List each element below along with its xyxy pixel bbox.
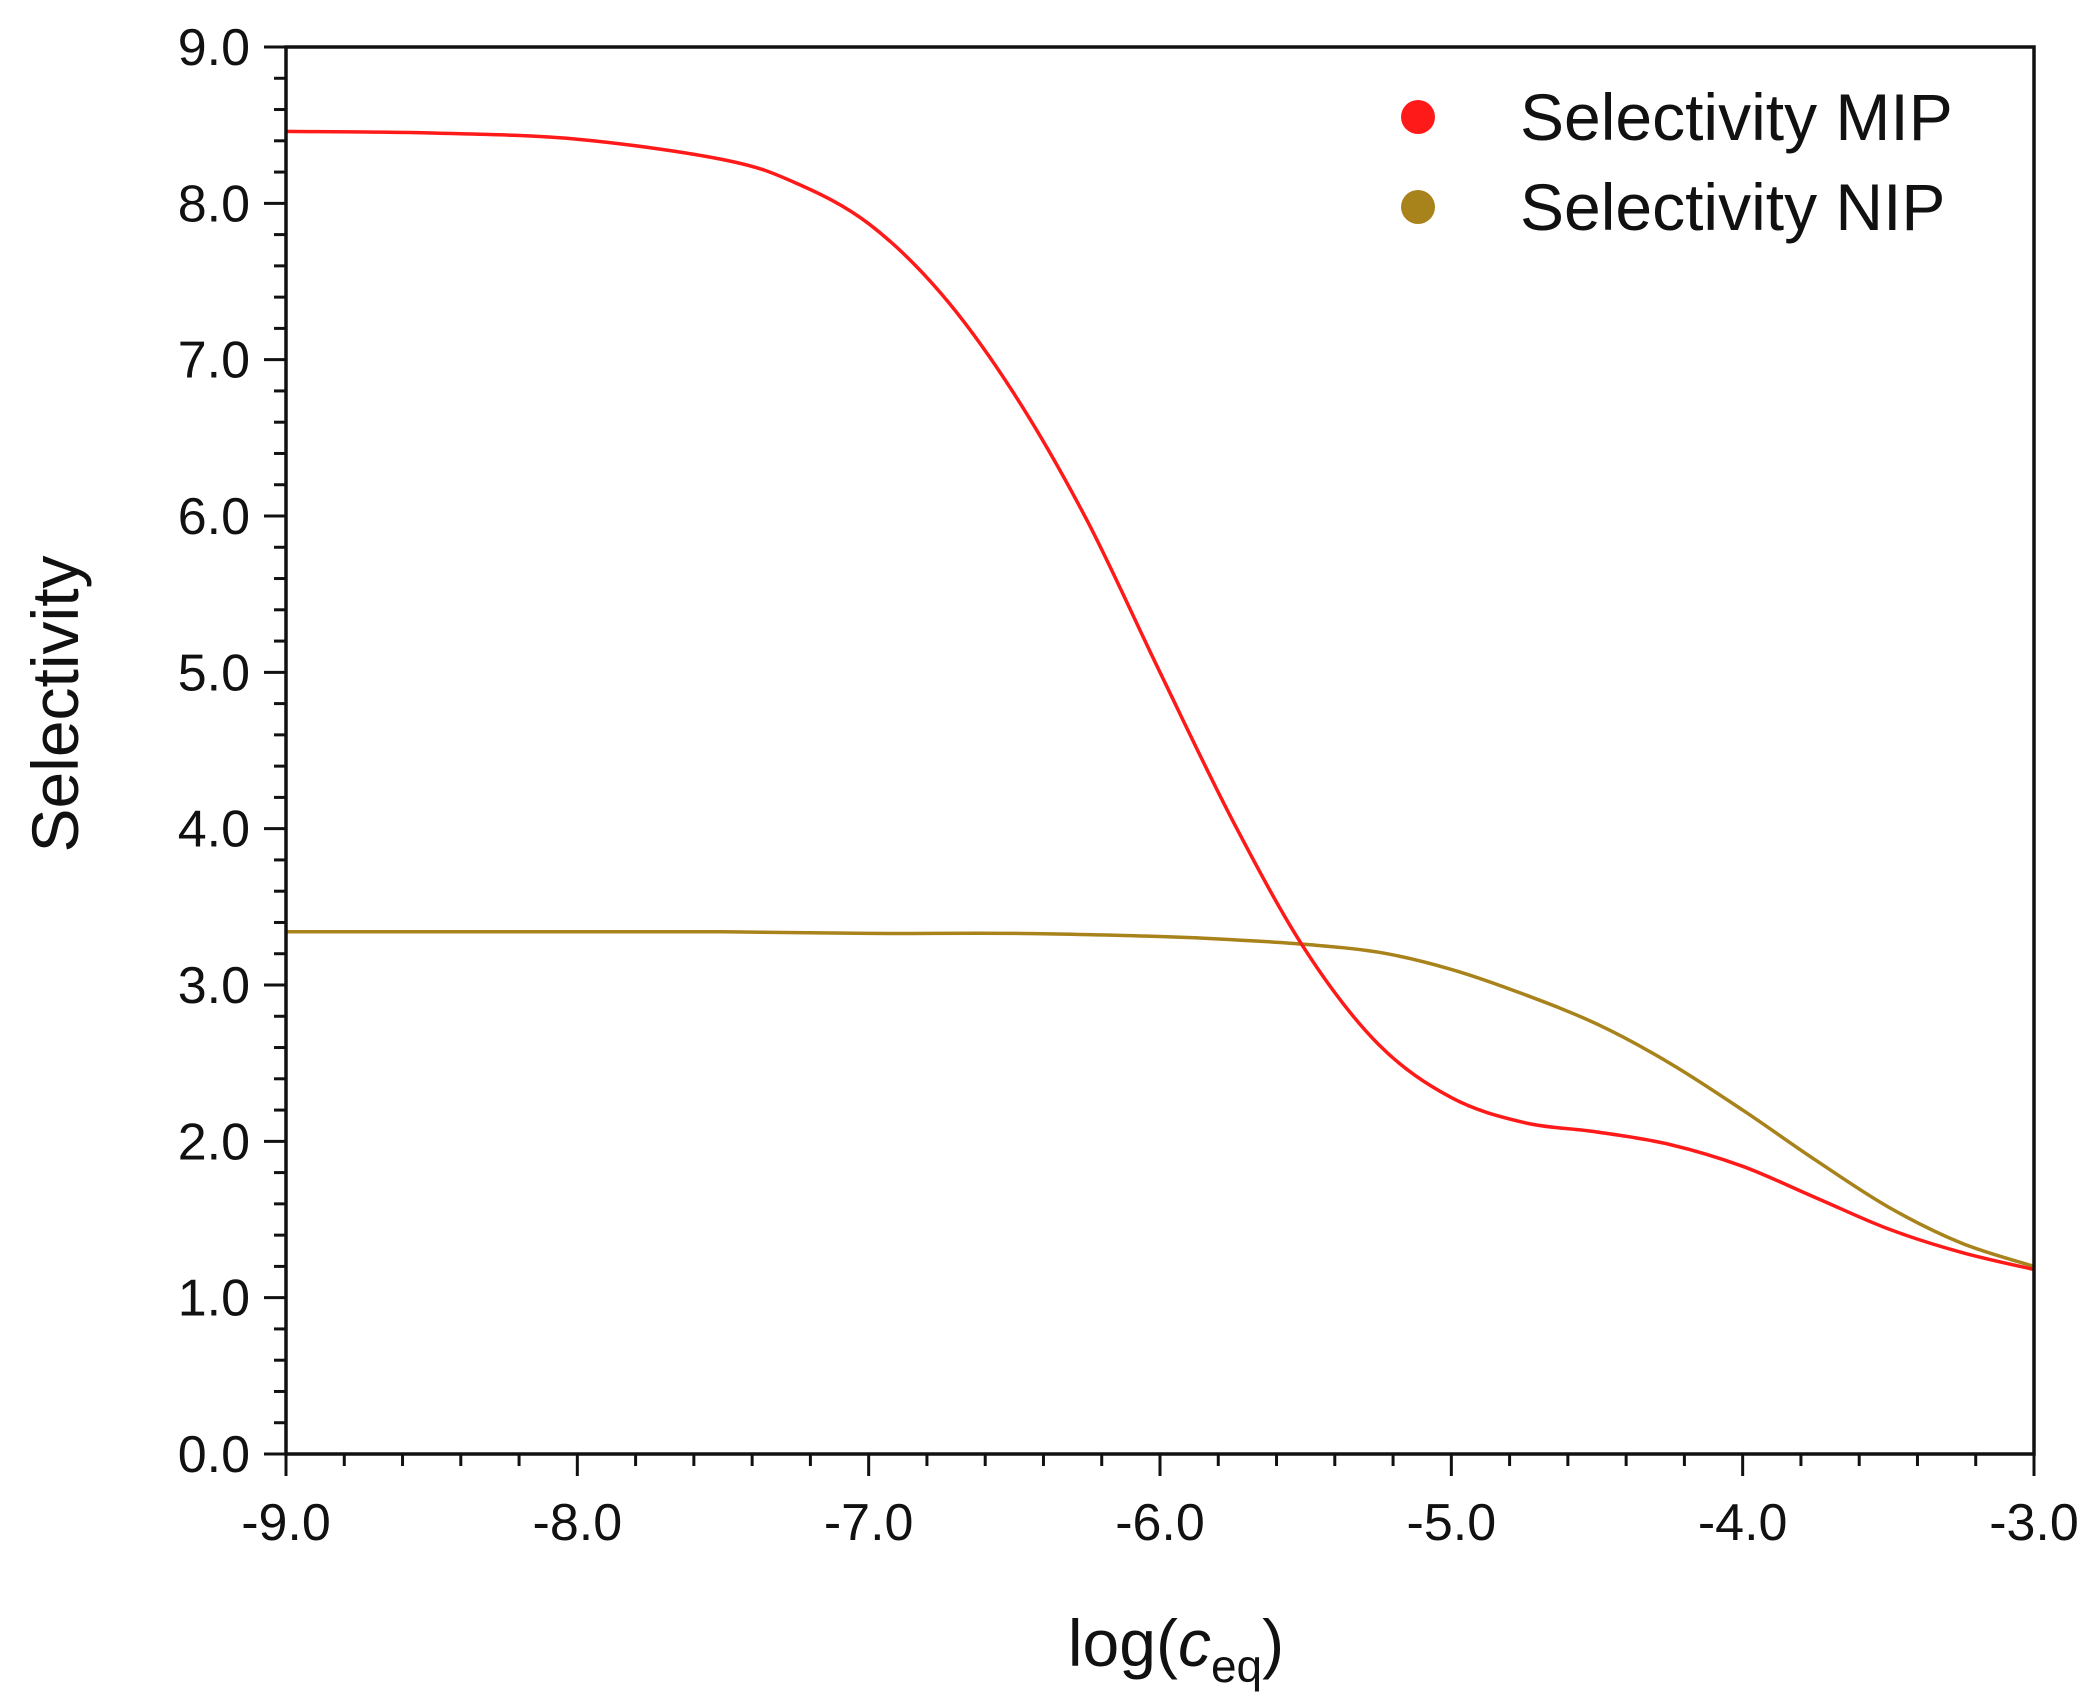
y-tick-label: 0.0 — [178, 1426, 250, 1484]
y-tick-label: 2.0 — [178, 1113, 250, 1171]
legend-item-selectivity-nip: Selectivity NIP — [1401, 170, 1945, 244]
x-tick-label: -3.0 — [1989, 1494, 2079, 1552]
y-tick-label: 7.0 — [178, 332, 250, 390]
series-line-selectivity-mip — [285, 129, 2035, 1272]
x-tick-label: -8.0 — [533, 1494, 623, 1552]
x-tick-label: -4.0 — [1698, 1494, 1788, 1552]
series-line-selectivity-nip — [286, 929, 2035, 1269]
x-tick-label: -9.0 — [241, 1494, 331, 1552]
legend-marker-selectivity-nip — [1401, 190, 1435, 224]
x-axis-title-suffix: ) — [1262, 1606, 1284, 1680]
x-axis-title-prefix: log( — [1068, 1606, 1178, 1680]
y-tick-label: 1.0 — [178, 1270, 250, 1328]
y-tick-label: 9.0 — [178, 19, 250, 77]
y-axis-title: Selectivity — [18, 555, 92, 852]
y-tick-label: 5.0 — [178, 644, 250, 702]
x-tick-label: -6.0 — [1115, 1494, 1205, 1552]
y-tick-label: 3.0 — [178, 957, 250, 1015]
x-tick-label: -5.0 — [1407, 1494, 1497, 1552]
x-axis-title-variable: c — [1178, 1606, 1211, 1680]
x-tick-label: -7.0 — [824, 1494, 914, 1552]
legend-marker-selectivity-mip — [1401, 100, 1435, 134]
y-tick-label: 6.0 — [178, 488, 250, 546]
legend-label-selectivity-mip: Selectivity MIP — [1520, 80, 1953, 154]
y-tick-label: 8.0 — [178, 175, 250, 233]
x-axis-title: log(ceq) — [1068, 1606, 1284, 1692]
x-axis-title-subscript: eq — [1211, 1640, 1262, 1692]
y-tick-label: 4.0 — [178, 801, 250, 859]
legend-label-selectivity-nip: Selectivity NIP — [1520, 170, 1945, 244]
legend-item-selectivity-mip: Selectivity MIP — [1401, 80, 1953, 154]
